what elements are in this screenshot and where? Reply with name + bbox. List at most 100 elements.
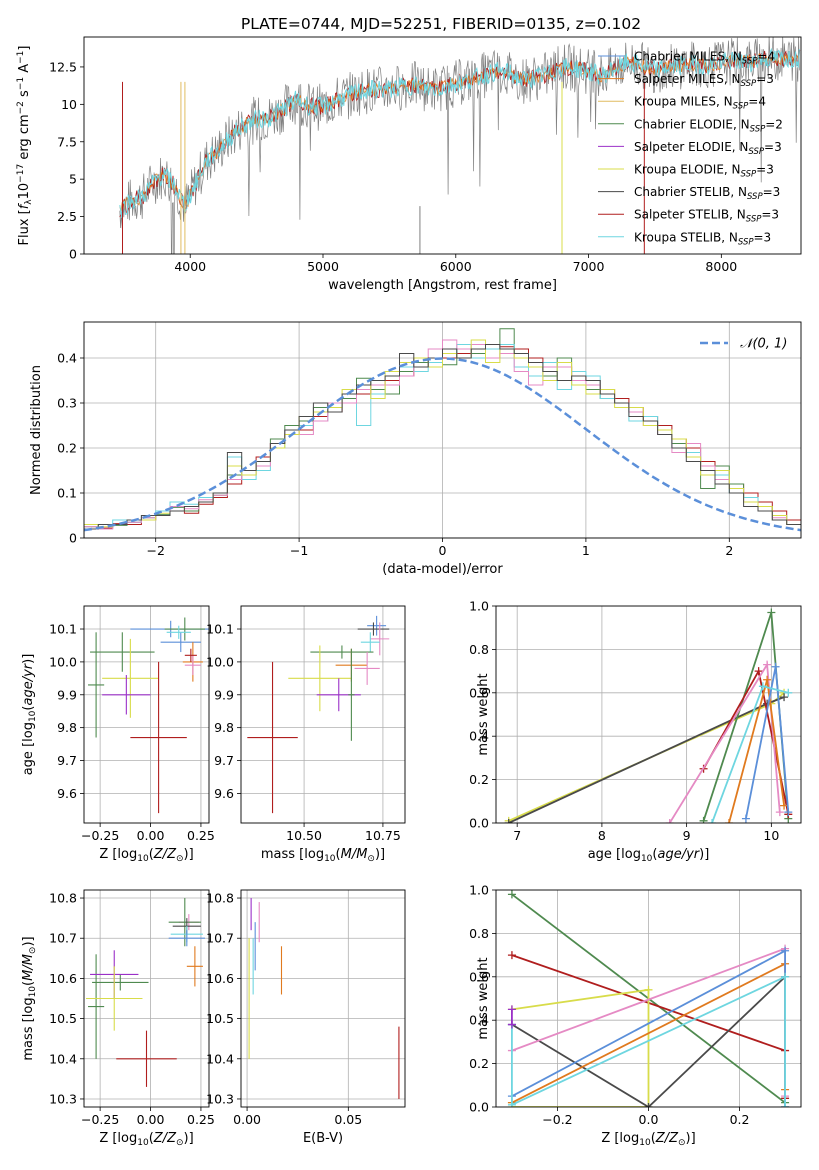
errorbar-point bbox=[184, 655, 201, 676]
weight-marker bbox=[771, 662, 780, 671]
label-part: λ bbox=[24, 199, 34, 205]
label-part: Kroupa MILES, N bbox=[634, 95, 733, 109]
weight-series bbox=[708, 682, 793, 823]
label-part: erg cm bbox=[17, 114, 32, 163]
errorbar-point bbox=[116, 1030, 177, 1087]
mass_vs_Z-xtick-label: 0.25 bbox=[187, 1112, 215, 1127]
label-part: age/yr bbox=[657, 847, 700, 862]
errorbar-point bbox=[160, 632, 201, 653]
mass_weight_vs_age-xtick-label: 7 bbox=[513, 828, 521, 843]
errorbar-point bbox=[166, 625, 191, 639]
label-part: Chabrier MILES, N bbox=[634, 50, 742, 64]
age_vs_mass-frame bbox=[240, 605, 406, 824]
label-part: ( bbox=[149, 847, 154, 862]
figure-title: PLATE=0744, MJD=52251, FIBERID=0135, z=0… bbox=[241, 15, 641, 33]
weight-marker bbox=[784, 808, 793, 817]
label-part: mass [log bbox=[21, 997, 36, 1060]
age_vs_Z-plot-area bbox=[84, 606, 209, 823]
spectrum-xtick-label: 7000 bbox=[573, 259, 605, 274]
label-part: Z/Z bbox=[655, 1131, 679, 1146]
spectrum-line bbox=[119, 37, 800, 254]
residual-histogram bbox=[84, 339, 801, 538]
gaussian-curve bbox=[84, 357, 801, 532]
label-part: ( bbox=[336, 847, 341, 862]
mass_vs_Z-ytick-label: 10.3 bbox=[49, 1091, 77, 1106]
weight-marker bbox=[644, 985, 653, 994]
mass_weight_vs_age-plot-area bbox=[496, 606, 801, 823]
mass_weight_vs_Z-frame bbox=[495, 889, 802, 1108]
label-part: Normed distribution bbox=[29, 365, 44, 495]
mass_vs_ebv-xtick-label: 0.05 bbox=[334, 1112, 362, 1127]
age_vs_mass-panel: 10.50 10.75 9.6 9.7 9.8 9.9 10.0 10.1 mass [log1… bbox=[206, 605, 406, 864]
errorbar-point bbox=[348, 648, 355, 741]
mass_vs_Z-ytick-label: 10.4 bbox=[49, 1051, 77, 1066]
spectrum-ylabel: Flux [fλ10−17 erg cm−2 s−1 A−1] bbox=[16, 46, 34, 246]
label-part: 10 bbox=[137, 1138, 149, 1148]
weight-marker bbox=[763, 675, 772, 684]
weight-marker bbox=[665, 819, 674, 823]
mass_vs_ebv-xtick-label: 0.00 bbox=[233, 1112, 261, 1127]
mass_weight_vs_Z-ytick-label: 0.4 bbox=[469, 1013, 489, 1028]
mass_weight_vs_Z-ytick-label: 0.2 bbox=[469, 1056, 489, 1071]
label-part: )] bbox=[21, 654, 36, 664]
label-part: f bbox=[17, 202, 32, 209]
label-part: SSP bbox=[746, 215, 762, 225]
label-part: )] bbox=[686, 1131, 696, 1146]
age_vs_Z-ylabel: age [log10(age/yr)] bbox=[21, 654, 38, 776]
mass_vs_ebv-ytick-label: 10.4 bbox=[206, 1051, 234, 1066]
errorbar-point bbox=[88, 954, 105, 1059]
errorbar-point bbox=[288, 645, 352, 712]
label-part: Kroupa STELIB, N bbox=[634, 230, 738, 244]
errorbar-point bbox=[130, 661, 187, 814]
legend-entry: Chabrier STELIB, NSSP=3 bbox=[634, 185, 780, 202]
mass_weight_vs_age-frame bbox=[495, 605, 802, 824]
label-part: Kroupa ELODIE, N bbox=[634, 163, 741, 177]
label-part: =4 bbox=[748, 95, 766, 109]
label-part: M/M bbox=[341, 847, 368, 862]
mass_weight_vs_Z-plot-area bbox=[496, 890, 801, 1107]
weight-marker bbox=[699, 816, 708, 823]
label-part: A bbox=[17, 64, 32, 77]
spectrum-panel: 4000 5000 6000 7000 8000 0 2.5 5 7.5 10 12.5 wavele… bbox=[16, 36, 802, 293]
label-part: Z/Z bbox=[153, 847, 177, 862]
label-part: SSP bbox=[741, 79, 757, 89]
residuals-xtick-label: −2 bbox=[146, 543, 164, 558]
panels: 4000 5000 6000 7000 800002.557.51012.5wavele… bbox=[16, 36, 802, 1148]
residuals-xtick-label: 2 bbox=[725, 543, 733, 558]
label-part: SSP bbox=[747, 192, 763, 202]
weight-marker bbox=[504, 819, 513, 823]
weight-marker bbox=[781, 946, 790, 955]
age_vs_mass-xtick-label: 10.75 bbox=[365, 828, 401, 843]
errorbar-point bbox=[360, 632, 380, 653]
mass_vs_Z-xtick-label: 0.00 bbox=[137, 1112, 165, 1127]
mass_vs_ebv-ytick-label: 10.3 bbox=[206, 1091, 234, 1106]
errorbar-point bbox=[164, 617, 205, 641]
mass_weight_vs_age-ytick-label: 0.0 bbox=[469, 816, 489, 831]
mass_weight_vs_age-ytick-label: 0.2 bbox=[469, 772, 489, 787]
spectrum-frame bbox=[83, 36, 802, 255]
residuals-xtick-label: 1 bbox=[582, 543, 590, 558]
label-part: Z/Z bbox=[153, 1131, 177, 1146]
label-part: SSP bbox=[738, 237, 754, 247]
label-part: mass [log bbox=[261, 847, 324, 862]
legend-entry: Salpeter MILES, NSSP=3 bbox=[634, 72, 774, 89]
label-part: −1 bbox=[16, 77, 26, 90]
label-part: =2 bbox=[765, 117, 783, 131]
age_vs_mass-ytick-label: 10.1 bbox=[206, 622, 234, 637]
errorbar-point bbox=[186, 946, 203, 987]
mass_weight_vs_age-xtick-label: 9 bbox=[683, 828, 691, 843]
label-part: =3 bbox=[761, 208, 779, 222]
mass_vs_Z-ylabel: mass [log10(M/M⊙)] bbox=[21, 936, 38, 1060]
label-part: 10 bbox=[17, 183, 32, 200]
label-part: s bbox=[17, 90, 32, 101]
label-part: mass weight bbox=[476, 957, 491, 1039]
label-part: wavelength [Angstrom, rest frame] bbox=[328, 278, 557, 293]
label-part: 10 bbox=[28, 710, 38, 722]
spectrum-legend: Chabrier MILES, N SSP =4 Salpeter MILES, NS… bbox=[598, 50, 783, 247]
mass_vs_Z-xtick-label: −0.25 bbox=[81, 1112, 119, 1127]
label-part: ⊙ bbox=[367, 854, 375, 864]
legend-entry: Kroupa MILES, NSSP=4 bbox=[634, 95, 766, 112]
label-part: M/M bbox=[21, 954, 36, 981]
mass_weight_vs_Z-ytick-label: 0.6 bbox=[469, 969, 489, 984]
age_vs_Z-xtick-label: −0.25 bbox=[81, 828, 119, 843]
